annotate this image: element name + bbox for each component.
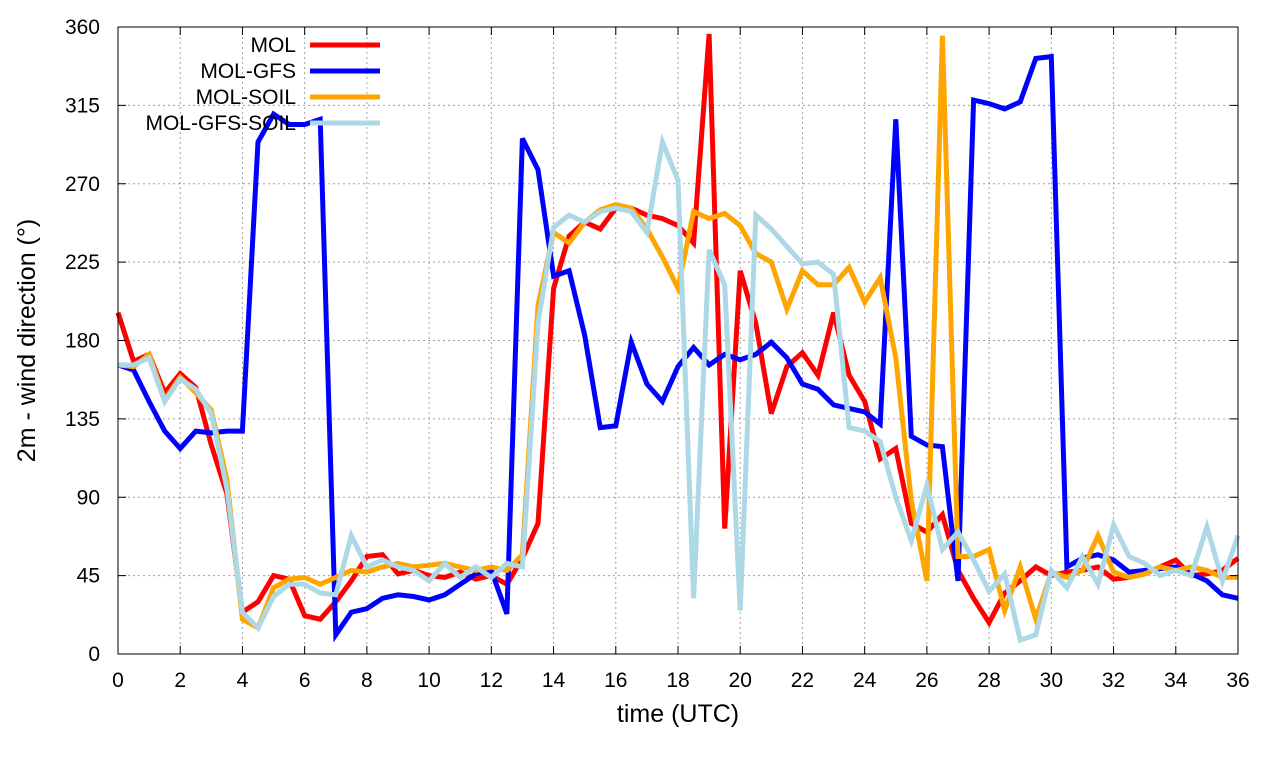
ticks: 0 2 4 6 8 10 12 14 16 18 20 22 24 26 28 30 32 34 360459013… [65, 16, 1250, 692]
series-line-mol-gfs [117, 53, 1239, 643]
legend-label-mol-gfs: MOL-GFS [200, 60, 296, 83]
x-tick-label: 22 [791, 669, 814, 692]
legend-label-mol-gfs-soil: MOL-GFS-SOIL [145, 112, 296, 135]
y-tick-label: 180 [65, 330, 100, 353]
x-tick-label: 32 [1102, 669, 1125, 692]
x-tick-label: 6 [299, 669, 311, 692]
y-tick-label: 270 [65, 173, 100, 196]
series-line-mol-gfs-soil [118, 132, 1241, 644]
y-tick-label: 225 [65, 251, 100, 274]
y-tick-label: 0 [88, 643, 100, 666]
x-tick-label: 34 [1164, 669, 1188, 692]
y-tick-label: 45 [77, 565, 100, 588]
legend: MOL MOL-GFS MOL-SOIL MOL-GFS-SOIL [145, 34, 380, 135]
x-tick-label: 28 [977, 669, 1000, 692]
x-tick-label: 10 [417, 669, 440, 692]
y-tick-label: 315 [65, 94, 100, 117]
x-tick-label: 30 [1040, 669, 1063, 692]
y-tick-label: 90 [77, 486, 100, 509]
y-tick-label: 360 [65, 16, 100, 39]
x-tick-label: 8 [361, 669, 373, 692]
x-tick-label: 24 [853, 669, 877, 692]
y-axis-title: 2m - wind direction (°) [13, 219, 41, 462]
x-tick-label: 16 [604, 669, 627, 692]
x-tick-label: 12 [480, 669, 503, 692]
x-tick-label: 14 [542, 669, 566, 692]
legend-label-mol-soil: MOL-SOIL [196, 86, 296, 109]
x-tick-label: 26 [915, 669, 938, 692]
x-tick-label: 36 [1226, 669, 1249, 692]
x-tick-label: 4 [237, 669, 249, 692]
x-axis-title: time (UTC) [617, 700, 739, 728]
x-tick-label: 20 [729, 669, 752, 692]
x-tick-label: 18 [666, 669, 689, 692]
x-tick-label: 0 [112, 669, 124, 692]
y-tick-label: 135 [65, 408, 100, 431]
legend-label-mol: MOL [250, 34, 296, 57]
x-tick-label: 2 [174, 669, 186, 692]
series-lines [115, 33, 1241, 644]
